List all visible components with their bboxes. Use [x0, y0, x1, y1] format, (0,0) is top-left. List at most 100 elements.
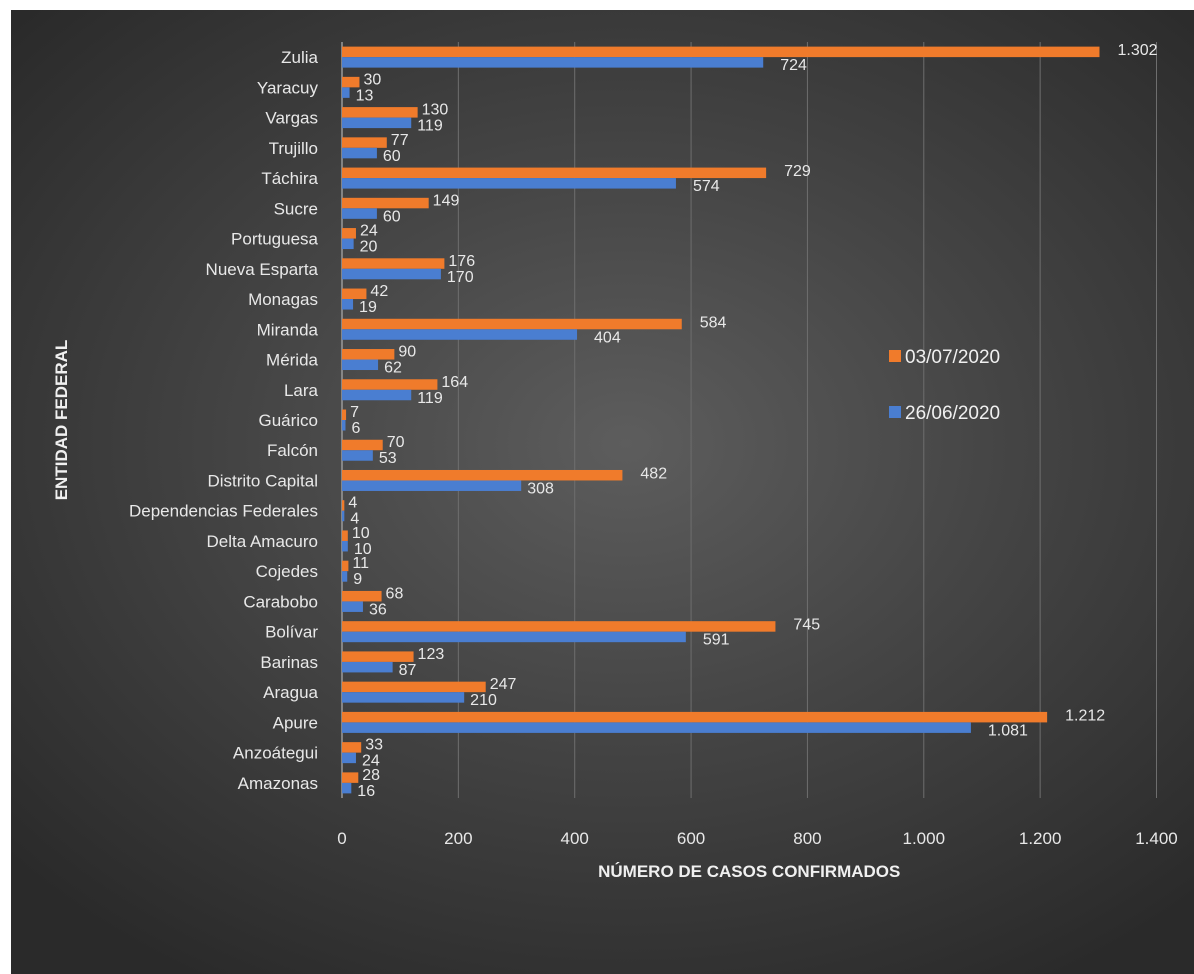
data-label-series-2: 724 [780, 57, 807, 74]
data-label-series-2: 20 [360, 239, 378, 256]
legend-swatch [889, 350, 901, 362]
data-label-series-2: 119 [417, 390, 443, 407]
data-label-series-1: 30 [363, 71, 381, 88]
bar-series-1 [342, 76, 360, 88]
category-label: Falcón [267, 441, 318, 460]
category-label: Distrito Capital [207, 471, 318, 490]
data-label-series-2: 19 [359, 299, 377, 316]
bar-series-1 [342, 167, 767, 179]
data-label-series-2: 591 [703, 632, 730, 649]
bar-series-1 [342, 349, 395, 360]
category-label: Nueva Esparta [206, 260, 319, 279]
category-label: Yaracuy [257, 78, 319, 97]
category-label: Lara [284, 381, 319, 400]
bar-series-2 [342, 601, 363, 612]
data-label-series-2: 60 [383, 148, 401, 165]
bar-series-2 [342, 722, 971, 733]
data-label-series-1: 1.212 [1065, 707, 1105, 724]
data-label-series-2: 1.081 [988, 722, 1028, 739]
data-label-series-1: 42 [370, 283, 388, 300]
bar-series-2 [342, 329, 578, 340]
bar-series-1 [342, 409, 347, 420]
data-label-series-2: 119 [417, 118, 443, 135]
data-label-series-1: 123 [418, 646, 445, 663]
data-label-series-2: 13 [356, 87, 374, 104]
data-label-series-2: 16 [357, 783, 375, 800]
bar-series-1 [342, 651, 414, 662]
bar-series-1 [342, 379, 438, 390]
category-label: Guárico [258, 411, 318, 430]
bar-series-1 [342, 711, 1048, 723]
legend-label: 26/06/2020 [905, 403, 1000, 424]
x-tick-label: 1.000 [903, 829, 946, 848]
bar-series-1 [342, 681, 486, 693]
data-label-series-1: 149 [433, 192, 460, 209]
data-label-series-1: 70 [387, 434, 405, 451]
category-label: Barinas [260, 653, 318, 672]
category-label: Mérida [266, 351, 319, 370]
data-label-series-2: 62 [384, 360, 402, 377]
bar-series-2 [342, 208, 377, 219]
data-label-series-2: 10 [354, 541, 372, 558]
bar-series-1 [342, 137, 387, 148]
x-tick-label: 600 [677, 829, 705, 848]
category-label: Cojedes [256, 562, 318, 581]
data-label-series-2: 4 [350, 511, 359, 528]
category-label: Carabobo [243, 592, 318, 611]
bar-series-1 [342, 560, 349, 572]
bar-series-2 [342, 389, 412, 401]
data-label-series-1: 77 [391, 132, 409, 149]
x-tick-label: 200 [444, 829, 472, 848]
data-label-series-1: 482 [640, 465, 667, 482]
bar-series-2 [342, 268, 441, 280]
data-label-series-1: 90 [398, 344, 416, 361]
bar-series-2 [342, 692, 465, 703]
data-label-series-1: 130 [422, 102, 449, 119]
data-label-series-2: 170 [447, 269, 474, 286]
bar-series-2 [342, 631, 686, 643]
data-label-series-1: 4 [348, 495, 357, 512]
category-label: Miranda [257, 320, 319, 339]
data-label-series-2: 404 [594, 329, 621, 346]
bar-series-1 [342, 590, 382, 602]
bar-series-1 [342, 107, 418, 118]
bar-series-1 [342, 197, 429, 209]
bar-series-1 [342, 469, 623, 481]
data-label-series-1: 28 [362, 767, 380, 784]
category-label: Delta Amacuro [207, 532, 319, 551]
bar-series-1 [342, 439, 383, 451]
data-label-series-2: 308 [527, 480, 554, 497]
category-label: Anzoátegui [233, 744, 318, 763]
data-label-series-1: 24 [360, 223, 378, 240]
data-label-series-2: 24 [362, 753, 380, 770]
bar-series-1 [342, 500, 345, 511]
data-label-series-2: 53 [379, 450, 397, 467]
bar-series-2 [342, 661, 393, 673]
bar-series-2 [342, 87, 350, 98]
bar-series-2 [342, 178, 676, 189]
bar-series-1 [342, 258, 445, 269]
bar-series-1 [342, 46, 1100, 58]
bar-series-2 [342, 540, 348, 552]
bar-series-1 [342, 228, 356, 239]
bar-series-1 [342, 318, 682, 330]
data-label-series-2: 210 [470, 692, 497, 709]
data-label-series-2: 574 [693, 178, 720, 195]
category-label: Amazonas [238, 774, 318, 793]
bar-series-2 [342, 752, 356, 764]
data-label-series-2: 36 [369, 601, 387, 618]
bar-series-1 [342, 530, 348, 541]
data-label-series-1: 176 [448, 253, 475, 270]
category-label: Táchira [261, 169, 318, 188]
data-label-series-1: 68 [386, 585, 404, 602]
bar-series-1 [342, 288, 367, 300]
data-label-series-1: 7 [350, 404, 359, 421]
category-label: Trujillo [269, 139, 318, 158]
data-label-series-2: 60 [383, 208, 401, 225]
category-label: Bolívar [265, 623, 318, 642]
bar-series-2 [342, 571, 348, 582]
bar-series-1 [342, 742, 362, 753]
bar-series-1 [342, 772, 359, 783]
category-label: Portuguesa [231, 230, 318, 249]
